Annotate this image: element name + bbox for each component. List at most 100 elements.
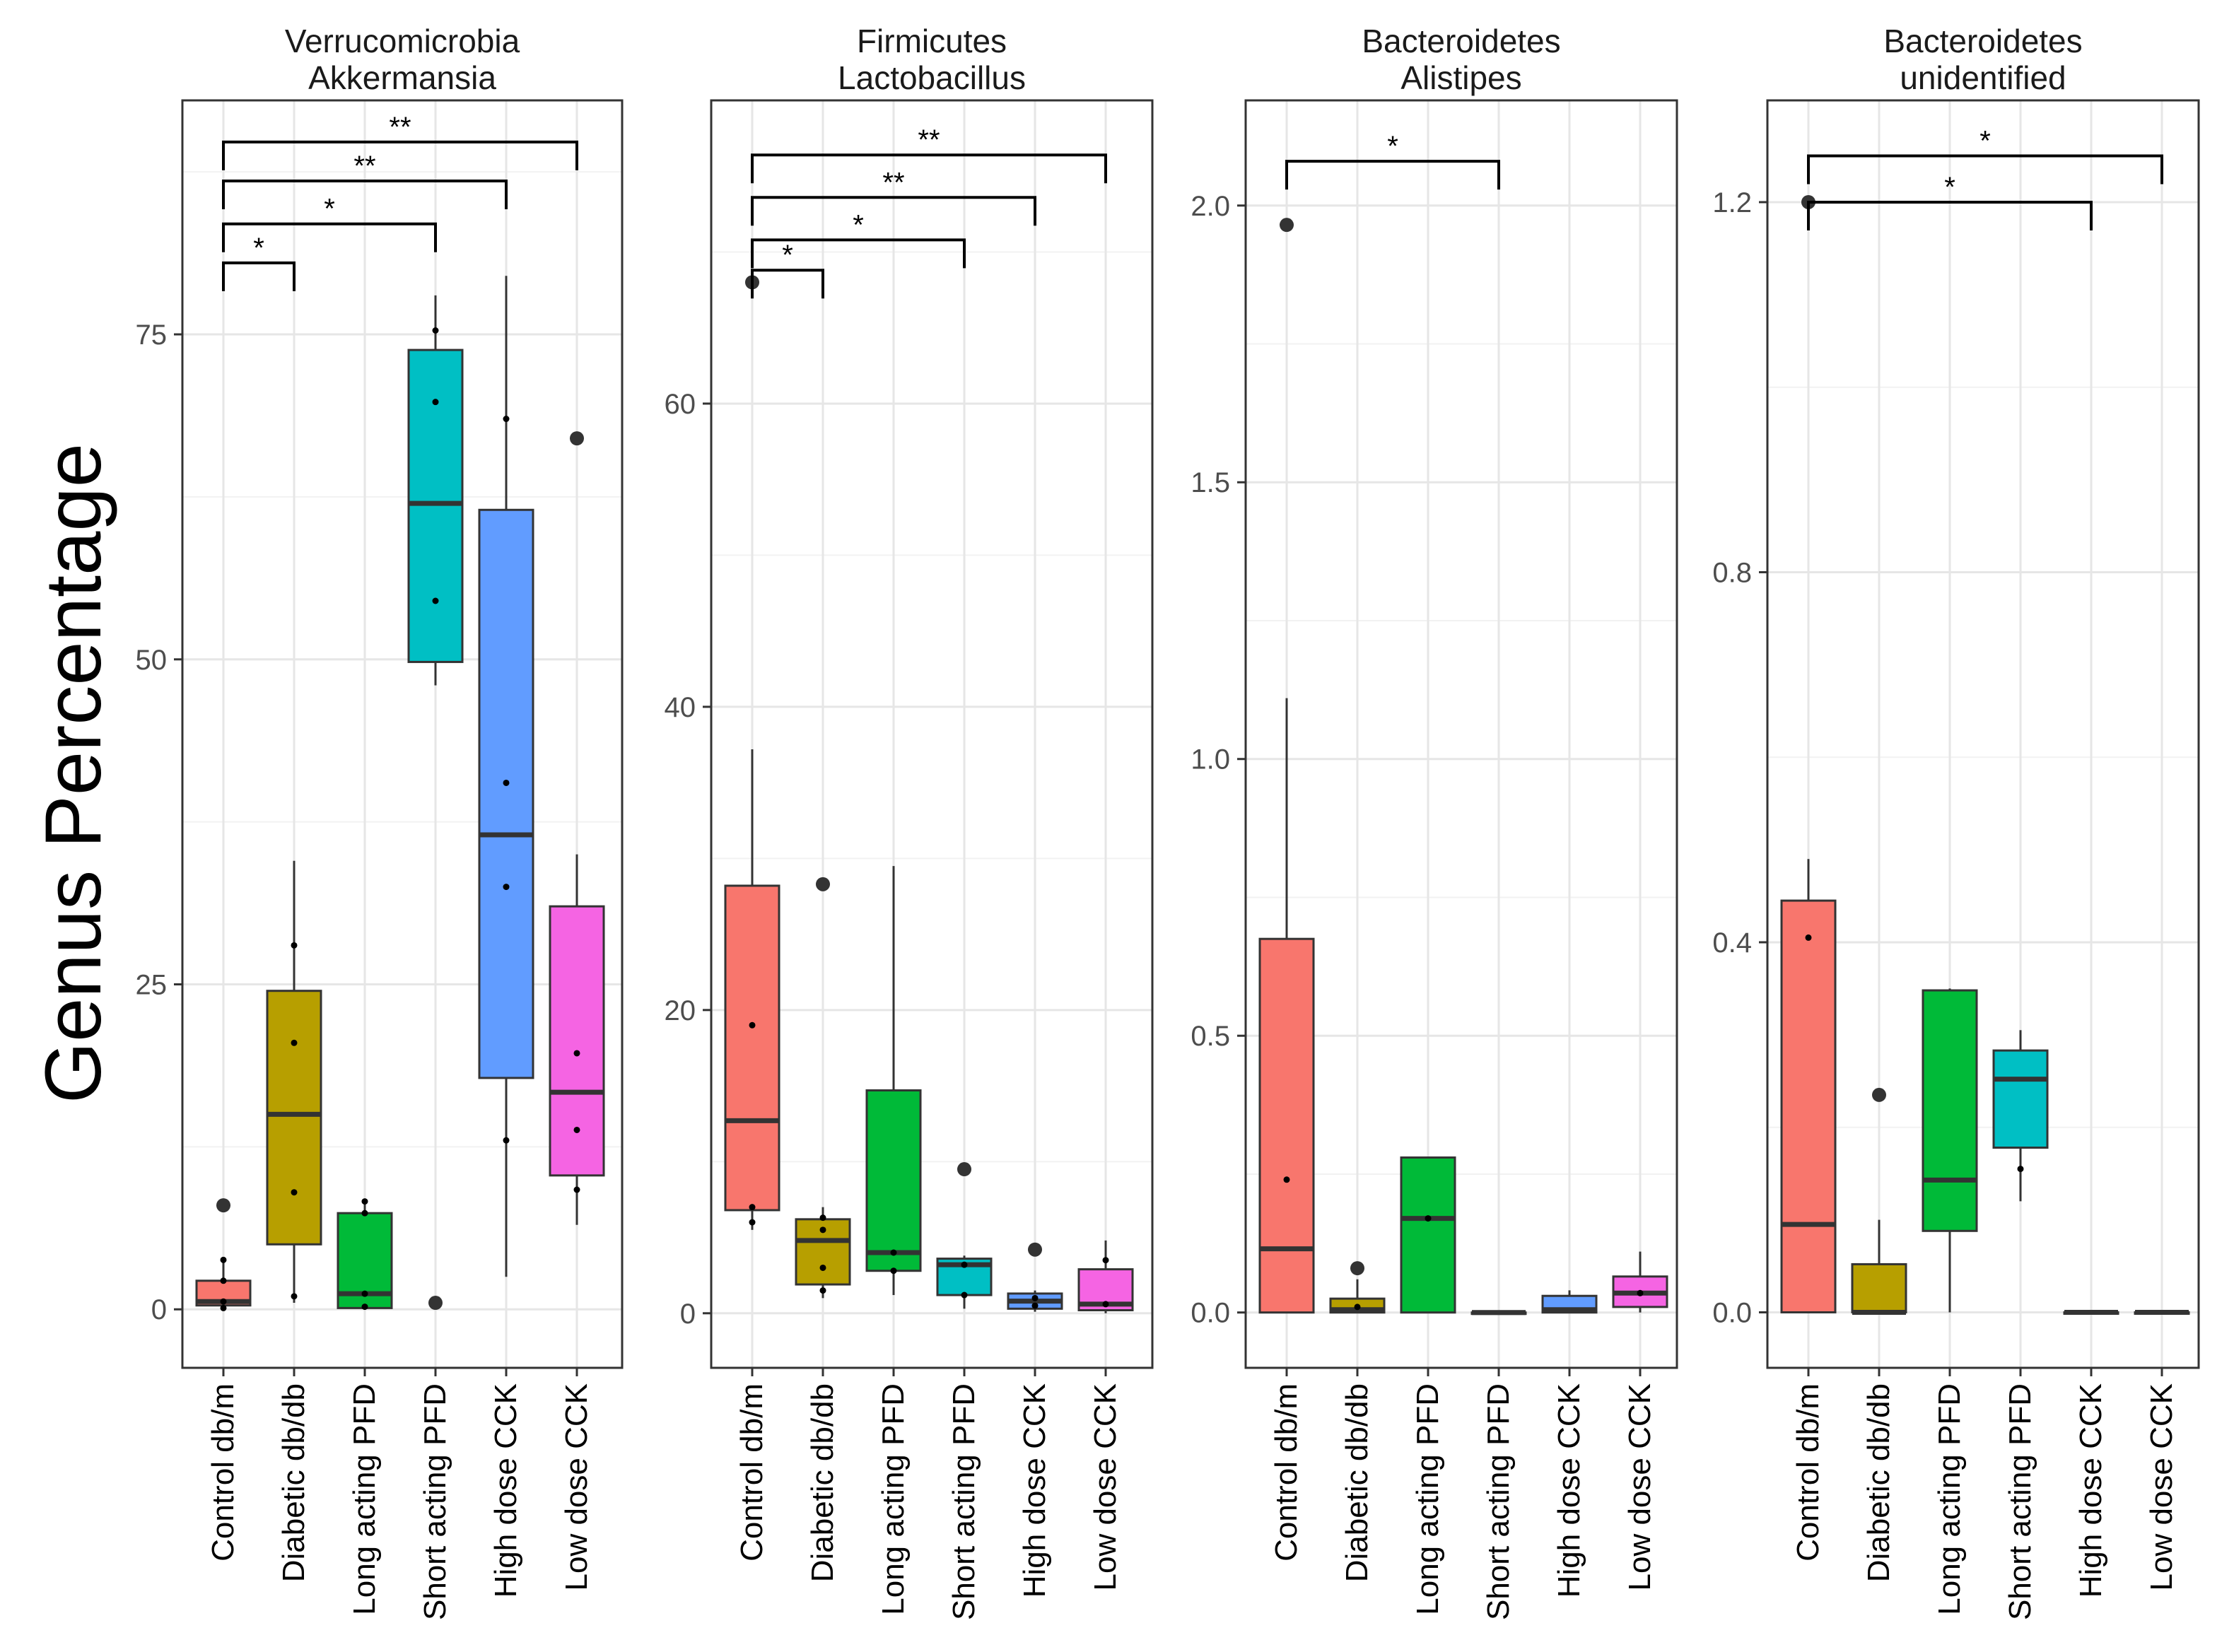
x-tick-label: Control db/m bbox=[1791, 1383, 1825, 1562]
box-short-acting-pfd bbox=[1992, 1030, 2049, 1202]
significance-bracket: * bbox=[1807, 126, 2163, 184]
data-point bbox=[1031, 1302, 1039, 1309]
panel-4: * * 0.0 0.4 0.8 1.2 Control db/m Diabetic db/db… bbox=[1712, 23, 2200, 1620]
significance-bracket: * bbox=[1807, 172, 2093, 230]
data-point bbox=[503, 884, 510, 891]
data-point bbox=[361, 1198, 368, 1205]
box-high-dose-cck bbox=[1541, 1290, 1598, 1314]
box-diabetic-db-db bbox=[795, 877, 851, 1299]
significance-bracket: * bbox=[751, 209, 966, 269]
data-point bbox=[749, 1021, 756, 1029]
box-body bbox=[1258, 937, 1315, 1314]
x-tick-label: High dose CCK bbox=[1552, 1383, 1586, 1598]
data-point bbox=[1805, 934, 1812, 941]
significance-label: * bbox=[324, 194, 335, 225]
y-axis-label: Genus Percentage bbox=[29, 443, 117, 1103]
y-tick-label: 0.0 bbox=[1712, 1297, 1752, 1328]
data-point bbox=[2017, 1166, 2024, 1173]
significance-label: ** bbox=[882, 167, 904, 198]
data-point bbox=[890, 1249, 897, 1256]
x-tick-label: Low dose CCK bbox=[2144, 1383, 2179, 1591]
data-point bbox=[220, 1298, 227, 1305]
x-tick-label: Diabetic db/db bbox=[1340, 1383, 1374, 1582]
x-tick-label: Long acting PFD bbox=[876, 1383, 911, 1615]
box-high-dose-cck bbox=[478, 276, 534, 1277]
data-point bbox=[291, 1293, 298, 1300]
significance-label: * bbox=[1387, 131, 1398, 162]
data-point bbox=[220, 1277, 227, 1284]
data-point bbox=[749, 1204, 756, 1211]
x-tick-label: Diabetic db/db bbox=[805, 1383, 840, 1582]
significance-label: * bbox=[853, 209, 864, 240]
y-tick-label: 25 bbox=[136, 970, 168, 1001]
significance-label: ** bbox=[918, 124, 940, 156]
data-point bbox=[573, 1186, 580, 1193]
significance-bracket: ** bbox=[222, 151, 508, 210]
bracket-line bbox=[222, 140, 578, 170]
panel-title-line: Lactobacillus bbox=[838, 59, 1026, 96]
panel-border bbox=[181, 99, 624, 1369]
panel-title-line: unidentified bbox=[1900, 59, 2066, 96]
bracket-line bbox=[751, 238, 966, 269]
x-tick-label: Diabetic db/db bbox=[1861, 1383, 1896, 1582]
data-point bbox=[819, 1264, 826, 1271]
data-point bbox=[573, 1126, 580, 1133]
bracket-line bbox=[1285, 160, 1500, 190]
y-tick-label: 0.5 bbox=[1191, 1021, 1230, 1052]
data-point bbox=[1031, 1294, 1039, 1301]
box-low-dose-cck bbox=[549, 431, 605, 1225]
y-tick-label: 0.0 bbox=[1191, 1298, 1230, 1329]
y-tick-label: 2.0 bbox=[1191, 191, 1230, 222]
data-point bbox=[503, 779, 510, 786]
box-low-dose-cck bbox=[1077, 1240, 1134, 1313]
significance-bracket: ** bbox=[751, 124, 1107, 184]
data-point bbox=[749, 1219, 756, 1226]
box-body bbox=[1780, 899, 1837, 1313]
significance-label: * bbox=[782, 240, 793, 271]
box-short-acting-pfd bbox=[1470, 1310, 1527, 1316]
box-control-db-m bbox=[195, 1198, 252, 1311]
y-tick-label: 0.8 bbox=[1712, 557, 1752, 588]
box-long-acting-pfd bbox=[1400, 1156, 1456, 1314]
panel-title-line: Bacteroidetes bbox=[1883, 23, 2082, 59]
significance-bracket: * bbox=[751, 240, 824, 299]
box-body bbox=[407, 348, 464, 663]
x-tick-label: Short acting PFD bbox=[418, 1383, 452, 1620]
data-point bbox=[1354, 1304, 1361, 1311]
panel-title-line: Alistipes bbox=[1400, 59, 1521, 96]
y-tick-label: 60 bbox=[665, 389, 696, 420]
significance-bracket: ** bbox=[222, 112, 578, 170]
y-tick-label: 1.5 bbox=[1191, 467, 1230, 498]
box-body bbox=[1922, 989, 1978, 1232]
data-point bbox=[291, 1189, 298, 1196]
data-point bbox=[432, 597, 439, 604]
x-tick-label: Short acting PFD bbox=[1481, 1383, 1516, 1620]
box-diabetic-db-db bbox=[266, 860, 322, 1304]
x-tick-label: Control db/m bbox=[735, 1383, 769, 1562]
box-body bbox=[1992, 1049, 2049, 1149]
outlier-point bbox=[957, 1162, 971, 1177]
data-point bbox=[1637, 1289, 1644, 1296]
bracket-line bbox=[751, 196, 1036, 226]
data-point bbox=[220, 1256, 227, 1263]
y-tick-label: 0 bbox=[151, 1294, 167, 1325]
y-tick-label: 20 bbox=[665, 995, 696, 1026]
x-tick-label: Long acting PFD bbox=[1410, 1383, 1445, 1615]
box-body bbox=[478, 508, 534, 1079]
box-diabetic-db-db bbox=[1329, 1261, 1386, 1314]
x-tick-label: High dose CCK bbox=[2074, 1383, 2108, 1598]
significance-label: * bbox=[253, 233, 264, 264]
bracket-line bbox=[1807, 154, 2163, 184]
x-tick-label: Control db/m bbox=[1269, 1383, 1304, 1562]
data-point bbox=[361, 1304, 368, 1311]
outlier-point bbox=[1350, 1261, 1364, 1276]
panel-title-line: Firmicutes bbox=[857, 23, 1007, 59]
x-tick-label: Low dose CCK bbox=[1622, 1383, 1657, 1591]
x-tick-label: Short acting PFD bbox=[2003, 1383, 2037, 1620]
panel-title-line: Bacteroidetes bbox=[1362, 23, 1560, 59]
box-body bbox=[724, 884, 780, 1212]
